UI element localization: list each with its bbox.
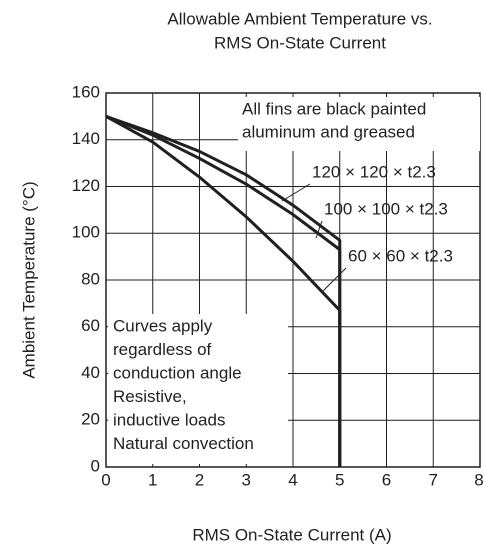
leader-line	[281, 183, 311, 202]
y-tick-label: 60	[81, 316, 100, 335]
chart-title: Allowable Ambient Temperature vs.	[167, 9, 432, 28]
series-label: 120 × 120 × t2.3	[312, 162, 436, 181]
series-label: 60 × 60 × t2.3	[348, 246, 453, 265]
x-tick-label: 2	[195, 470, 204, 489]
note-box	[108, 314, 288, 464]
y-tick-label: 120	[72, 176, 100, 195]
y-axis-label: Ambient Temperature (°C)	[19, 181, 38, 378]
annotation: Curves apply	[113, 316, 213, 335]
y-tick-label: 100	[72, 223, 100, 242]
annotation: regardless of	[113, 340, 212, 359]
y-tick-label: 140	[72, 129, 100, 148]
series-label: 100 × 100 × t2.3	[324, 199, 448, 218]
series-line	[105, 114, 342, 467]
series-line	[105, 115, 342, 467]
y-tick-label: 80	[81, 269, 100, 288]
plot-frame	[105, 92, 481, 468]
x-tick-label: 1	[148, 470, 157, 489]
x-axis-label: RMS On-State Current (A)	[192, 525, 391, 544]
annotation: conduction angle	[113, 363, 242, 382]
series-line	[105, 114, 342, 467]
x-tick-label: 0	[101, 470, 110, 489]
y-tick-label: 0	[91, 456, 100, 475]
y-tick-label: 160	[72, 82, 100, 101]
leader-line	[321, 267, 347, 293]
annotation: aluminum and greased	[242, 122, 415, 141]
y-tick-label: 40	[81, 363, 100, 382]
plot	[105, 114, 342, 467]
x-tick-label: 5	[335, 470, 344, 489]
x-tick-label: 6	[382, 470, 391, 489]
x-tick-label: 8	[474, 470, 483, 489]
x-tick-label: 3	[242, 470, 251, 489]
x-tick-label: 7	[429, 470, 438, 489]
y-tick-label: 20	[81, 410, 100, 429]
annotation: All fins are black painted	[242, 99, 426, 118]
annotation: Natural convection	[113, 434, 254, 453]
x-tick-label: 4	[288, 470, 297, 489]
chart-title: RMS On-State Current	[214, 33, 386, 52]
note-box	[238, 97, 480, 151]
annotation: inductive loads	[113, 410, 225, 429]
leader-line	[315, 220, 323, 239]
annotation: Resistive,	[113, 387, 187, 406]
